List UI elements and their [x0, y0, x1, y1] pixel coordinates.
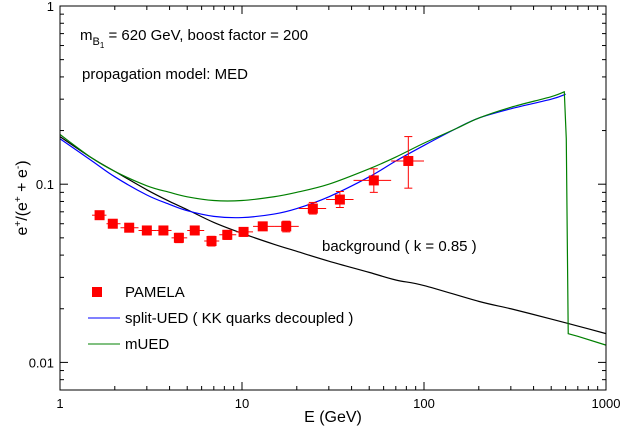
annotation-mass: mB1 = 620 GeV, boost factor = 200: [80, 27, 308, 50]
y-tick-label: 0.01: [29, 355, 54, 370]
pamela-point: [158, 225, 169, 236]
annotation-background: background ( k = 0.85 ): [322, 238, 477, 255]
legend: PAMELA split-UED ( KK quarks decoupled )…: [88, 284, 353, 353]
series-mued-line: [59, 90, 607, 346]
y-axis-label: e+/(e+ + e-): [13, 160, 31, 235]
annotation-propagation: propagation model: MED: [82, 66, 248, 83]
pamela-point: [368, 175, 379, 186]
x-axis-label: E (GeV): [304, 409, 362, 426]
pamela-point: [141, 225, 152, 236]
y-label-sup2: +: [13, 196, 24, 202]
pamela-point: [222, 229, 233, 240]
pamela-point: [403, 155, 414, 166]
x-tick-label: 1: [56, 396, 63, 411]
y-tick-label: 1: [47, 0, 54, 14]
pamela-point: [334, 194, 345, 205]
pamela-point: [238, 226, 249, 237]
pamela-points: [92, 136, 424, 247]
y-label-sup3: -: [13, 166, 24, 169]
y-label-mid2: + e: [14, 169, 31, 196]
pamela-point: [257, 221, 268, 232]
y-tick-label: 0.1: [36, 177, 54, 192]
y-label-base: e: [14, 227, 31, 236]
annotation-mass-sub: B: [93, 36, 100, 48]
pamela-point: [124, 222, 135, 233]
series-layer: [59, 90, 607, 346]
x-tick-label: 100: [413, 396, 435, 411]
annotation-mass-subsub: 1: [100, 41, 105, 50]
pamela-point: [94, 210, 105, 221]
annotation-mass-rest: = 620 GeV, boost factor = 200: [104, 27, 308, 44]
pamela-point: [189, 225, 200, 236]
pamela-point: [307, 203, 318, 214]
series-background-line: [59, 136, 607, 335]
x-tick-label: 1000: [592, 396, 621, 411]
legend-label-mued: mUED: [125, 336, 169, 353]
legend-label-pamela: PAMELA: [125, 284, 185, 301]
x-tick-label: 10: [235, 396, 249, 411]
pamela-point: [173, 232, 184, 243]
legend-label-split-ued: split-UED ( KK quarks decoupled ): [125, 310, 353, 327]
axis-ticks: 1 10 100 1000 0.01 0.1 1: [29, 0, 621, 411]
plot-frame: [59, 5, 607, 391]
pamela-point: [281, 221, 292, 232]
y-label-mid: /(e: [14, 202, 31, 221]
legend-marker-pamela: [92, 287, 102, 297]
pamela-point: [107, 218, 118, 229]
y-label-sup1: +: [13, 221, 24, 227]
pamela-point: [206, 236, 217, 247]
y-label-end: ): [14, 160, 31, 165]
annotation-mass-m: m: [80, 27, 93, 44]
